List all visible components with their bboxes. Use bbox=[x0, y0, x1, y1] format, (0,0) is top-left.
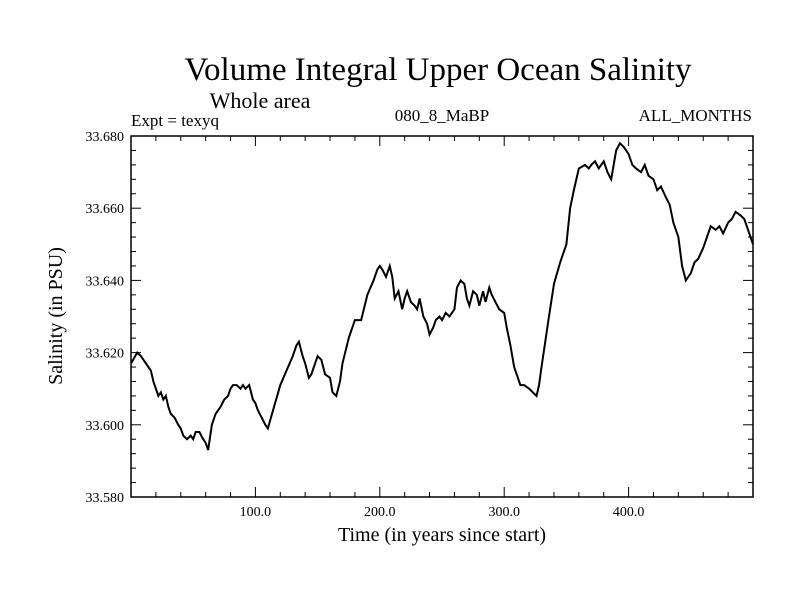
y-tick-label: 33.640 bbox=[86, 274, 125, 289]
y-axis-label: Salinity (in PSU) bbox=[45, 247, 67, 385]
y-tick-label: 33.620 bbox=[86, 347, 125, 362]
months-label: ALL_MONTHS bbox=[639, 106, 752, 125]
x-tick-label: 200.0 bbox=[364, 505, 396, 520]
axis-ticks bbox=[131, 136, 753, 497]
experiment-label: Expt = texyq bbox=[131, 111, 219, 130]
y-tick-labels: 33.580 33.600 33.620 33.640 33.660 33.680 bbox=[86, 130, 125, 506]
x-tick-label: 300.0 bbox=[488, 505, 520, 520]
y-tick-label: 33.680 bbox=[86, 130, 125, 145]
chart-subtitle: Whole area bbox=[210, 88, 311, 113]
y-tick-label: 33.600 bbox=[86, 419, 125, 434]
plot-frame bbox=[130, 135, 754, 498]
x-axis-label: Time (in years since start) bbox=[338, 524, 546, 546]
y-tick-label: 33.580 bbox=[86, 491, 125, 506]
y-tick-label: 33.660 bbox=[86, 202, 125, 217]
chart-title: Volume Integral Upper Ocean Salinity bbox=[184, 52, 692, 88]
x-tick-label: 100.0 bbox=[240, 505, 272, 520]
x-tick-label: 400.0 bbox=[613, 505, 645, 520]
salinity-series-line bbox=[130, 141, 754, 451]
run-label: 080_8_MaBP bbox=[395, 106, 489, 125]
x-tick-labels: 100.0 200.0 300.0 400.0 bbox=[240, 505, 645, 520]
